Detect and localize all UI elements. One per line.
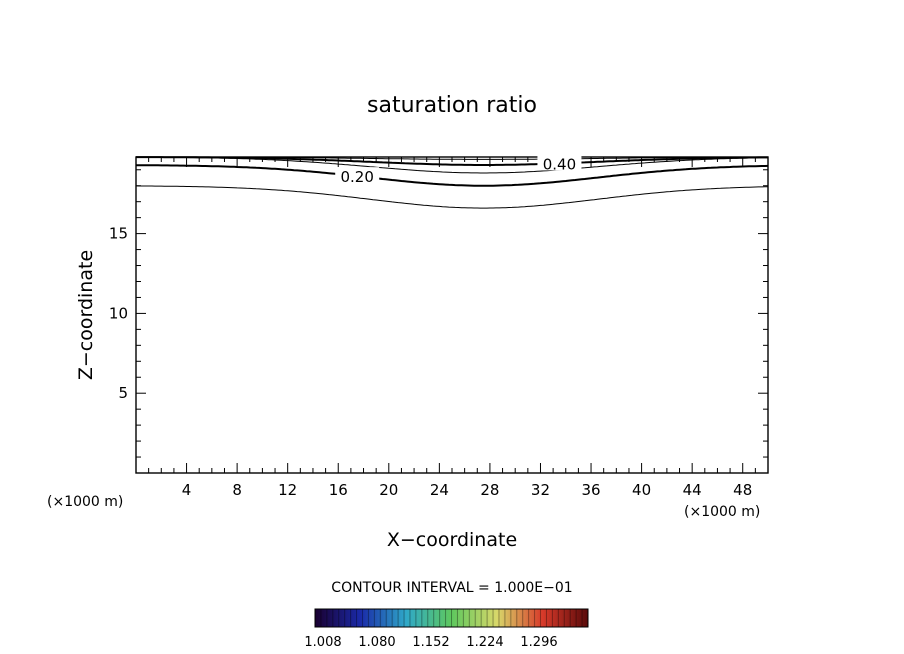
x-tick-label: 40	[632, 481, 651, 499]
contour-labels: 0.20 0.40	[335, 154, 582, 186]
colorbar: 1.008 1.080 1.152 1.224 1.296	[304, 608, 589, 650]
axis-ticks	[136, 157, 768, 473]
contour-line	[136, 156, 768, 160]
x-tick-label: 4	[182, 481, 192, 499]
x-tick-label: 12	[278, 481, 297, 499]
contour-interval-text: CONTOUR INTERVAL = 1.000E−01	[331, 580, 572, 596]
colorbar-stripes	[320, 609, 583, 627]
x-unit-left: (×1000 m)	[47, 494, 123, 510]
x-tick-label: 48	[733, 481, 752, 499]
colorbar-labels: 1.008 1.080 1.152 1.224 1.296	[304, 635, 557, 650]
x-axis-label: X−coordinate	[387, 529, 517, 551]
y-axis-label: Z−coordinate	[75, 250, 97, 380]
x-unit-right: (×1000 m)	[684, 504, 760, 520]
x-tick-label: 16	[329, 481, 348, 499]
chart-title: saturation ratio	[367, 93, 537, 118]
contour-label-bg	[335, 167, 380, 184]
y-tick-label: 10	[109, 304, 128, 322]
x-tick-label: 8	[232, 481, 242, 499]
contour-line	[136, 156, 768, 166]
contour-label: 0.20	[340, 168, 373, 186]
contour-lines	[135, 156, 769, 209]
colorbar-label: 1.224	[466, 635, 503, 650]
x-tick-label: 28	[480, 481, 499, 499]
colorbar-label: 1.080	[358, 635, 395, 650]
y-tick-label: 5	[118, 384, 128, 402]
colorbar-label: 1.152	[412, 635, 449, 650]
contour-label: 0.40	[543, 155, 576, 173]
contour-line	[135, 185, 769, 209]
x-tick-label: 36	[581, 481, 600, 499]
plot-frame	[135, 156, 769, 474]
colorbar-label: 1.008	[304, 635, 341, 650]
x-tick-label: 32	[531, 481, 550, 499]
x-tick-label: 20	[379, 481, 398, 499]
colorbar-gradient	[314, 608, 589, 628]
contour-line	[136, 164, 769, 187]
x-tick-label: 24	[430, 481, 449, 499]
contour-label-bg	[537, 154, 582, 171]
x-tick-label: 44	[683, 481, 702, 499]
colorbar-label: 1.296	[520, 635, 557, 650]
y-tick-label: 15	[109, 225, 128, 243]
